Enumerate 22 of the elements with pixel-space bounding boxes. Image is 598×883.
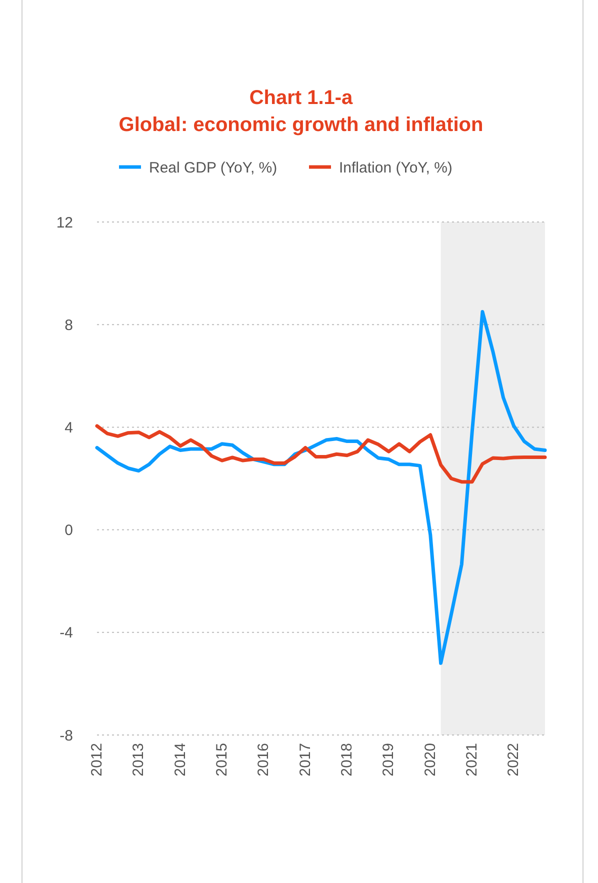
x-tick-label: 2016 (255, 743, 272, 776)
y-tick-label: 4 (64, 419, 73, 436)
x-tick-label: 2020 (422, 743, 439, 776)
legend-label: Real GDP (YoY, %) (149, 159, 278, 176)
x-tick-label: 2014 (172, 743, 189, 776)
y-tick-label: 12 (56, 214, 73, 232)
y-tick-label: 8 (64, 316, 73, 334)
x-tick-label: 2021 (464, 743, 481, 776)
y-tick-label: 0 (64, 522, 73, 540)
line-series (95, 424, 547, 484)
x-tick-label: 2012 (88, 743, 106, 776)
line-series (95, 310, 547, 665)
legend-label: Inflation (YoY, %) (339, 159, 452, 176)
x-tick-label: 2019 (380, 743, 398, 776)
x-tick-label: 2013 (130, 743, 148, 776)
chart-title: Chart 1.1-a Global: economic growth and inflation (118, 87, 484, 136)
y-tick-label: -8 (60, 727, 73, 744)
x-tick-label: 2017 (296, 743, 314, 776)
x-tick-label: 2015 (214, 743, 231, 776)
x-tick-label: 2018 (338, 743, 356, 776)
y-tick-label: -4 (60, 624, 73, 642)
x-tick-label: 2022 (505, 743, 522, 776)
